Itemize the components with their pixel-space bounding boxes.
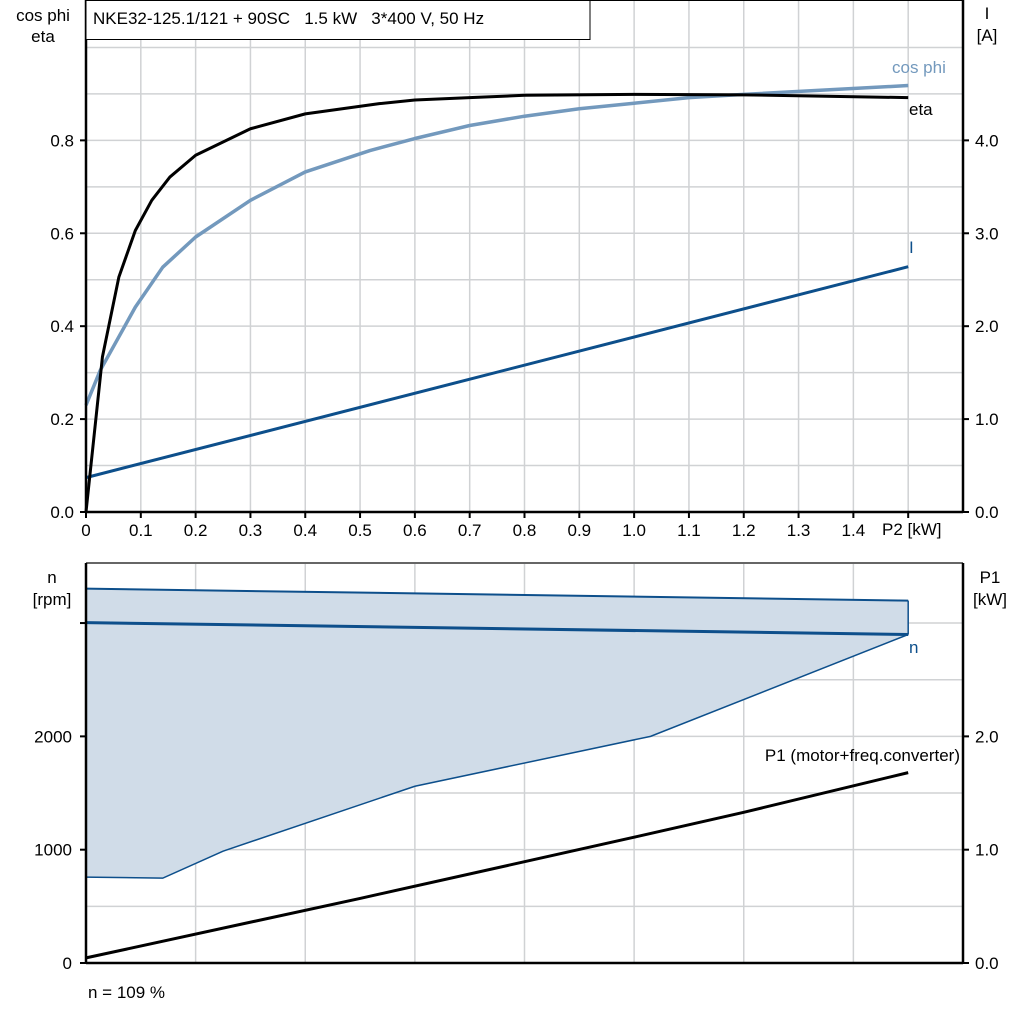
speed-band-lower-edge xyxy=(85,633,909,879)
tick-labels: 0 0.1 0.2 0.3 0.4 0.5 0.6 0.7 0.8 0.9 1.0 1.1 1.2 1.3… xyxy=(34,131,998,973)
x-tick-label: 0.2 xyxy=(184,521,208,540)
y-left-tick-label: 0.8 xyxy=(50,131,74,150)
label-cos-phi: cos phi xyxy=(892,58,946,77)
bottom-right-ylabel-1: P1 xyxy=(980,568,1001,587)
bottom-right-ylabel-2: [kW] xyxy=(973,590,1007,609)
y-right-tick-label: 4.0 xyxy=(975,131,999,150)
bottom-left-ylabel-1: n xyxy=(47,568,56,587)
n-tick-label: 2000 xyxy=(34,727,72,746)
top-right-ylabel-1: I xyxy=(985,4,990,23)
y-right-tick-label: 3.0 xyxy=(975,224,999,243)
y-left-tick-label: 0.2 xyxy=(50,410,74,429)
n-tick-label: 1000 xyxy=(34,841,72,860)
x-tick-label: 0.8 xyxy=(513,521,537,540)
label-p1: P1 (motor+freq.converter) xyxy=(765,746,960,765)
cos-phi-line xyxy=(84,83,909,406)
p1-tick-label: 0.0 xyxy=(975,954,999,973)
chart-title: NKE32-125.1/121 + 90SC 1.5 kW 3*400 V, 5… xyxy=(93,9,484,28)
x-tick-label: 1.3 xyxy=(787,521,811,540)
y-right-tick-label: 2.0 xyxy=(975,317,999,336)
label-n: n xyxy=(909,638,918,657)
x-tick-label: 0.1 xyxy=(129,521,153,540)
y-left-tick-label: 0.4 xyxy=(50,317,74,336)
top-left-ylabel-2: eta xyxy=(31,27,55,46)
label-current: I xyxy=(909,238,914,257)
x-tick-label: 0.4 xyxy=(293,521,317,540)
title-box xyxy=(85,0,591,40)
speed-band-fill xyxy=(86,588,909,879)
x-tick-label: 0.5 xyxy=(348,521,372,540)
p1-tick-label: 1.0 xyxy=(975,841,999,860)
speed-band-upper-edge xyxy=(85,587,909,602)
series-group xyxy=(84,83,909,960)
top-grid xyxy=(86,1,963,512)
top-left-ylabel-1: cos phi xyxy=(16,6,70,25)
x-tick-label: 1.4 xyxy=(842,521,866,540)
y-right-tick-label: 0.0 xyxy=(975,503,999,522)
y-left-tick-label: 0.6 xyxy=(50,224,74,243)
x-axis-label: P2 [kW] xyxy=(882,520,942,539)
x-tick-label: 1.0 xyxy=(622,521,646,540)
current-line xyxy=(85,265,909,480)
x-tick-label: 1.1 xyxy=(677,521,701,540)
eta-line xyxy=(84,92,909,513)
bottom-left-ylabel-2: [rpm] xyxy=(33,590,72,609)
footnote-speed: n = 109 % xyxy=(88,983,165,1002)
p1-line xyxy=(85,771,909,960)
n-tick-label: 0 xyxy=(63,954,72,973)
y-right-tick-label: 1.0 xyxy=(975,410,999,429)
x-tick-label: 0.6 xyxy=(403,521,427,540)
x-tick-label: 0 xyxy=(81,521,90,540)
top-right-ylabel-2: [A] xyxy=(977,26,998,45)
y-left-tick-label: 0.0 xyxy=(50,503,74,522)
speed-line xyxy=(85,621,909,637)
x-tick-label: 1.2 xyxy=(732,521,756,540)
x-tick-label: 0.7 xyxy=(458,521,482,540)
x-tick-label: 0.3 xyxy=(239,521,263,540)
label-eta: eta xyxy=(909,100,933,119)
speed-range-band xyxy=(85,587,909,879)
p1-tick-label: 2.0 xyxy=(975,727,999,746)
x-tick-label: 0.9 xyxy=(567,521,591,540)
